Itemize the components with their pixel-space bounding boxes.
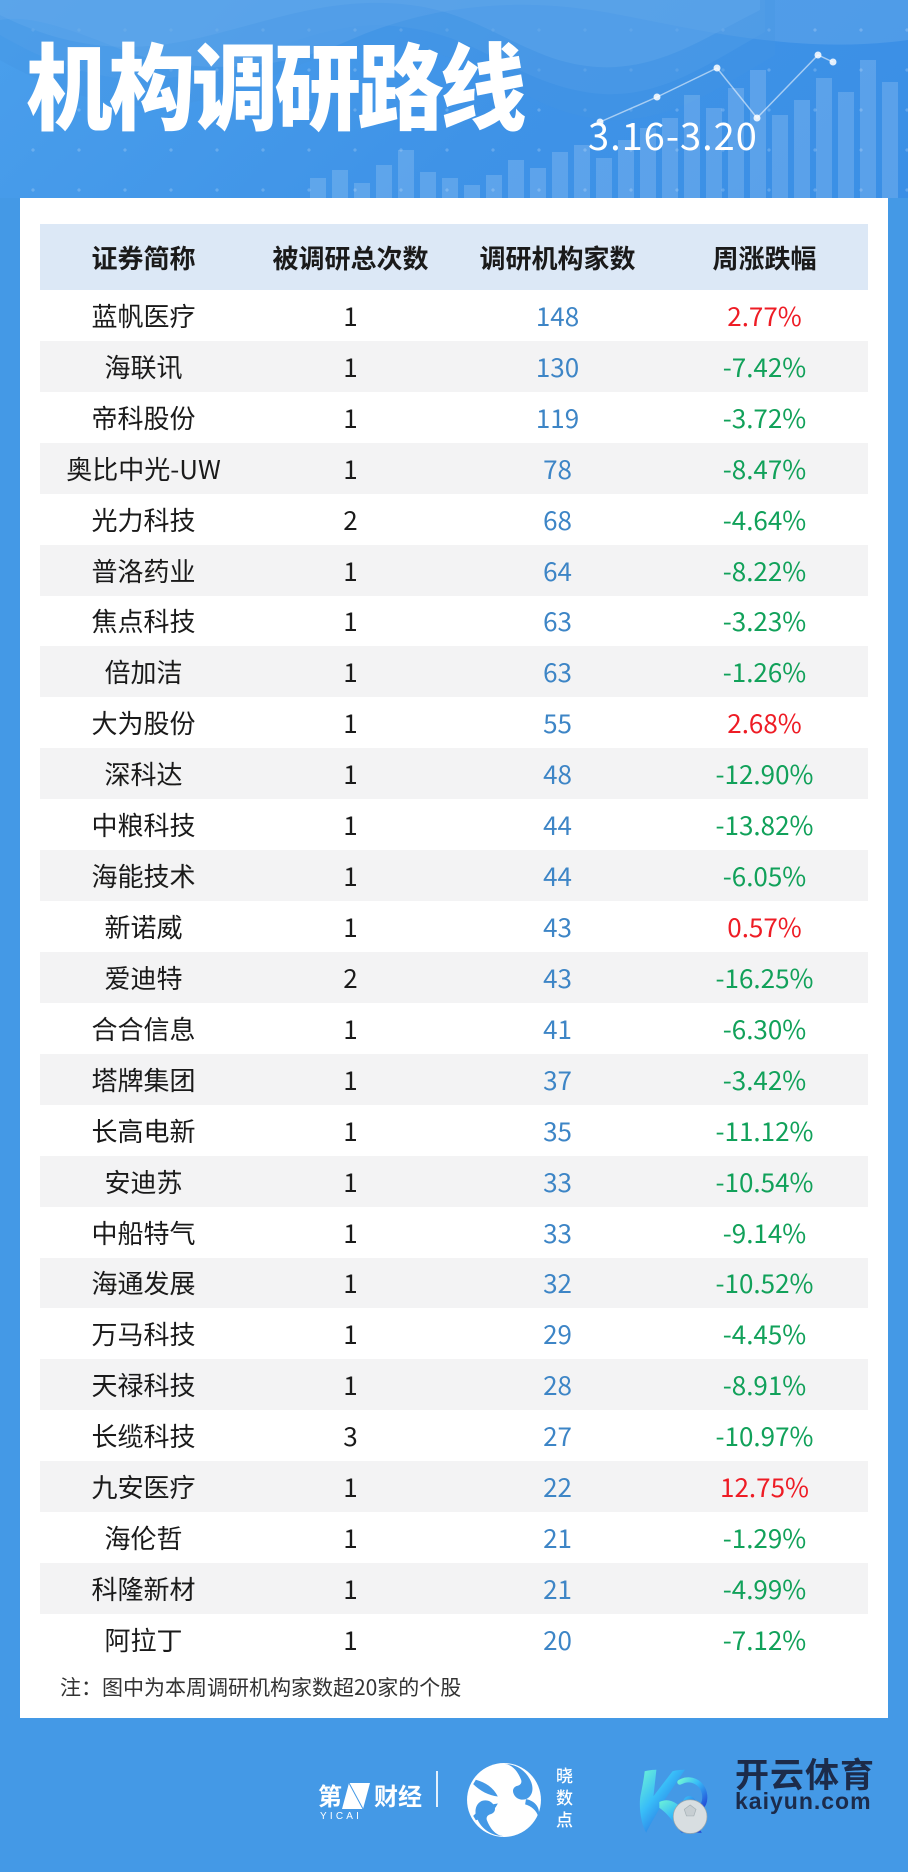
svg-text:财经: 财经: [374, 1778, 422, 1812]
svg-text:第: 第: [318, 1778, 342, 1812]
svg-text:YICAI: YICAI: [320, 1811, 362, 1820]
